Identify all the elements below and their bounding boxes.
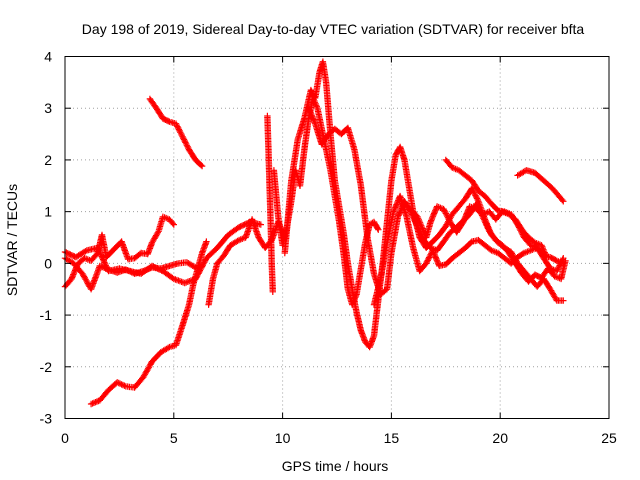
- y-tick-label: -3: [40, 411, 53, 427]
- x-axis-label: GPS time / hours: [282, 458, 389, 474]
- x-tick-label: 5: [170, 430, 178, 446]
- series-track-7: [264, 112, 276, 295]
- y-tick-label: 2: [44, 152, 52, 168]
- x-tick-label: 0: [61, 430, 69, 446]
- series-track-9: [281, 58, 567, 351]
- series-track-14: [514, 167, 567, 205]
- x-tick-label: 20: [492, 430, 508, 446]
- data-series: [61, 58, 569, 408]
- y-tick-label: -1: [40, 307, 53, 323]
- series-track-1: [87, 238, 210, 408]
- series-track-6: [205, 216, 286, 308]
- chart-title: Day 198 of 2019, Sidereal Day-to-day VTE…: [82, 21, 585, 37]
- y-tick-label: 4: [44, 49, 52, 65]
- y-axis: -3 -2 -1 0 1 2 3 4: [40, 49, 609, 427]
- x-axis: 0 5 10 15 20 25: [61, 56, 617, 446]
- series-track-3: [61, 213, 177, 290]
- series-track-13: [442, 156, 567, 267]
- series-track-5: [61, 218, 264, 287]
- plot-frame: [64, 56, 610, 419]
- x-tick-label: 15: [384, 430, 400, 446]
- x-tick-label: 25: [601, 430, 617, 446]
- y-tick-label: 0: [44, 255, 52, 271]
- x-tick-label: 10: [275, 430, 291, 446]
- series-track-2: [146, 95, 206, 170]
- y-tick-label: -2: [40, 359, 53, 375]
- y-tick-label: 1: [44, 204, 52, 220]
- series-track-10: [305, 105, 569, 298]
- y-tick-label: 3: [44, 100, 52, 116]
- y-axis-label: SDTVAR / TECUs: [4, 184, 20, 296]
